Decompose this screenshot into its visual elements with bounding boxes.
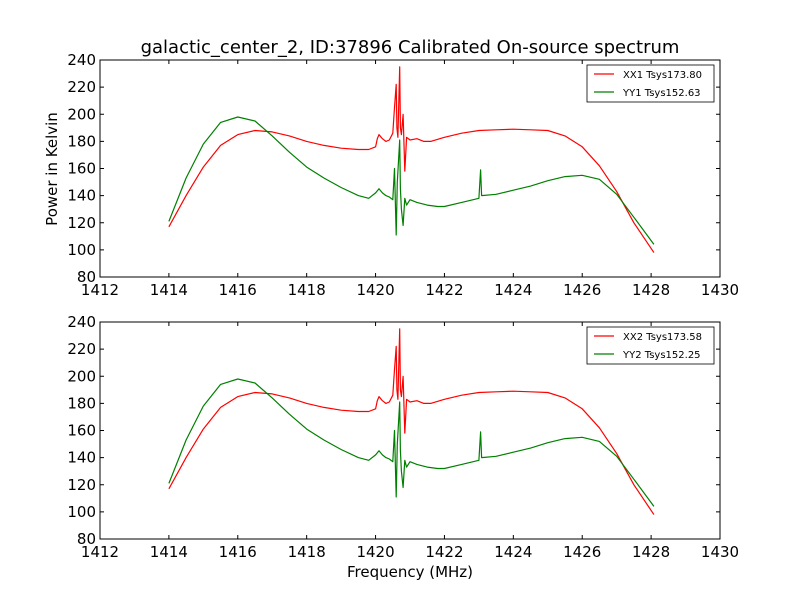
x-tick-label: 1424 xyxy=(494,281,532,299)
bottom-spectrum-panel: 1412 1414 1416 1418 1420 1422 1424 1426 1428 1430… xyxy=(67,313,739,561)
y-tick-label: 240 xyxy=(67,313,96,331)
x-tick-label: 1412 xyxy=(81,543,119,561)
y-tick-label: 240 xyxy=(67,51,96,69)
y-tick-label: 120 xyxy=(67,214,96,232)
y-tick-label: 140 xyxy=(67,449,96,467)
x-tick-label: 1412 xyxy=(81,281,119,299)
x-tick-label: 1430 xyxy=(701,543,739,561)
series-line-yy xyxy=(168,116,655,245)
x-tick-label: 1424 xyxy=(494,543,532,561)
x-tick-label: 1420 xyxy=(356,543,394,561)
y-tick-label: 200 xyxy=(67,105,96,123)
legend: XX2 Tsys173.58 YY2 Tsys152.25 xyxy=(586,326,715,365)
y-tick-label: 100 xyxy=(67,241,96,259)
x-tick-label: 1426 xyxy=(563,281,601,299)
top-spectrum-panel: 1412 1414 1416 1418 1420 1422 1424 1426 1428 1430… xyxy=(67,51,739,299)
legend-label: XX1 Tsys173.80 xyxy=(623,70,702,81)
y-tick-label: 220 xyxy=(67,78,96,96)
legend-label: YY1 Tsys152.63 xyxy=(622,88,701,99)
y-tick-label: 120 xyxy=(67,476,96,494)
series-line-xx xyxy=(168,328,655,515)
y-tick-label: 220 xyxy=(67,340,96,358)
y-tick-label: 80 xyxy=(77,530,96,548)
x-tick-label: 1416 xyxy=(219,281,257,299)
x-tick-label: 1416 xyxy=(219,543,257,561)
x-tick-label: 1422 xyxy=(425,543,463,561)
series-line-yy xyxy=(168,378,655,507)
figure-title: galactic_center_2, ID:37896 Calibrated O… xyxy=(141,37,680,58)
x-tick-label: 1428 xyxy=(632,543,670,561)
x-tick-label: 1428 xyxy=(632,281,670,299)
legend-box xyxy=(586,64,715,103)
x-tick-label: 1418 xyxy=(288,281,326,299)
legend-label: YY2 Tsys152.25 xyxy=(622,350,701,361)
y-tick-label: 180 xyxy=(67,132,96,150)
y-tick-label: 200 xyxy=(67,367,96,385)
y-tick-label: 180 xyxy=(67,394,96,412)
legend-box xyxy=(586,326,715,365)
y-tick-label: 160 xyxy=(67,160,96,178)
legend: XX1 Tsys173.80 YY1 Tsys152.63 xyxy=(586,64,715,103)
x-tick-label: 1414 xyxy=(150,281,188,299)
x-axis-label: Frequency (MHz) xyxy=(347,563,473,581)
series-line-xx xyxy=(168,66,655,253)
y-axis-label: Power in Kelvin xyxy=(43,112,61,226)
x-tick-label: 1422 xyxy=(425,281,463,299)
y-tick-label: 100 xyxy=(67,503,96,521)
y-tick-label: 160 xyxy=(67,422,96,440)
x-tick-label: 1420 xyxy=(356,281,394,299)
y-tick-label: 80 xyxy=(77,268,96,286)
x-tick-label: 1414 xyxy=(150,543,188,561)
x-tick-label: 1426 xyxy=(563,543,601,561)
legend-label: XX2 Tsys173.58 xyxy=(623,332,702,343)
x-tick-label: 1418 xyxy=(288,543,326,561)
x-tick-label: 1430 xyxy=(701,281,739,299)
y-tick-label: 140 xyxy=(67,187,96,205)
